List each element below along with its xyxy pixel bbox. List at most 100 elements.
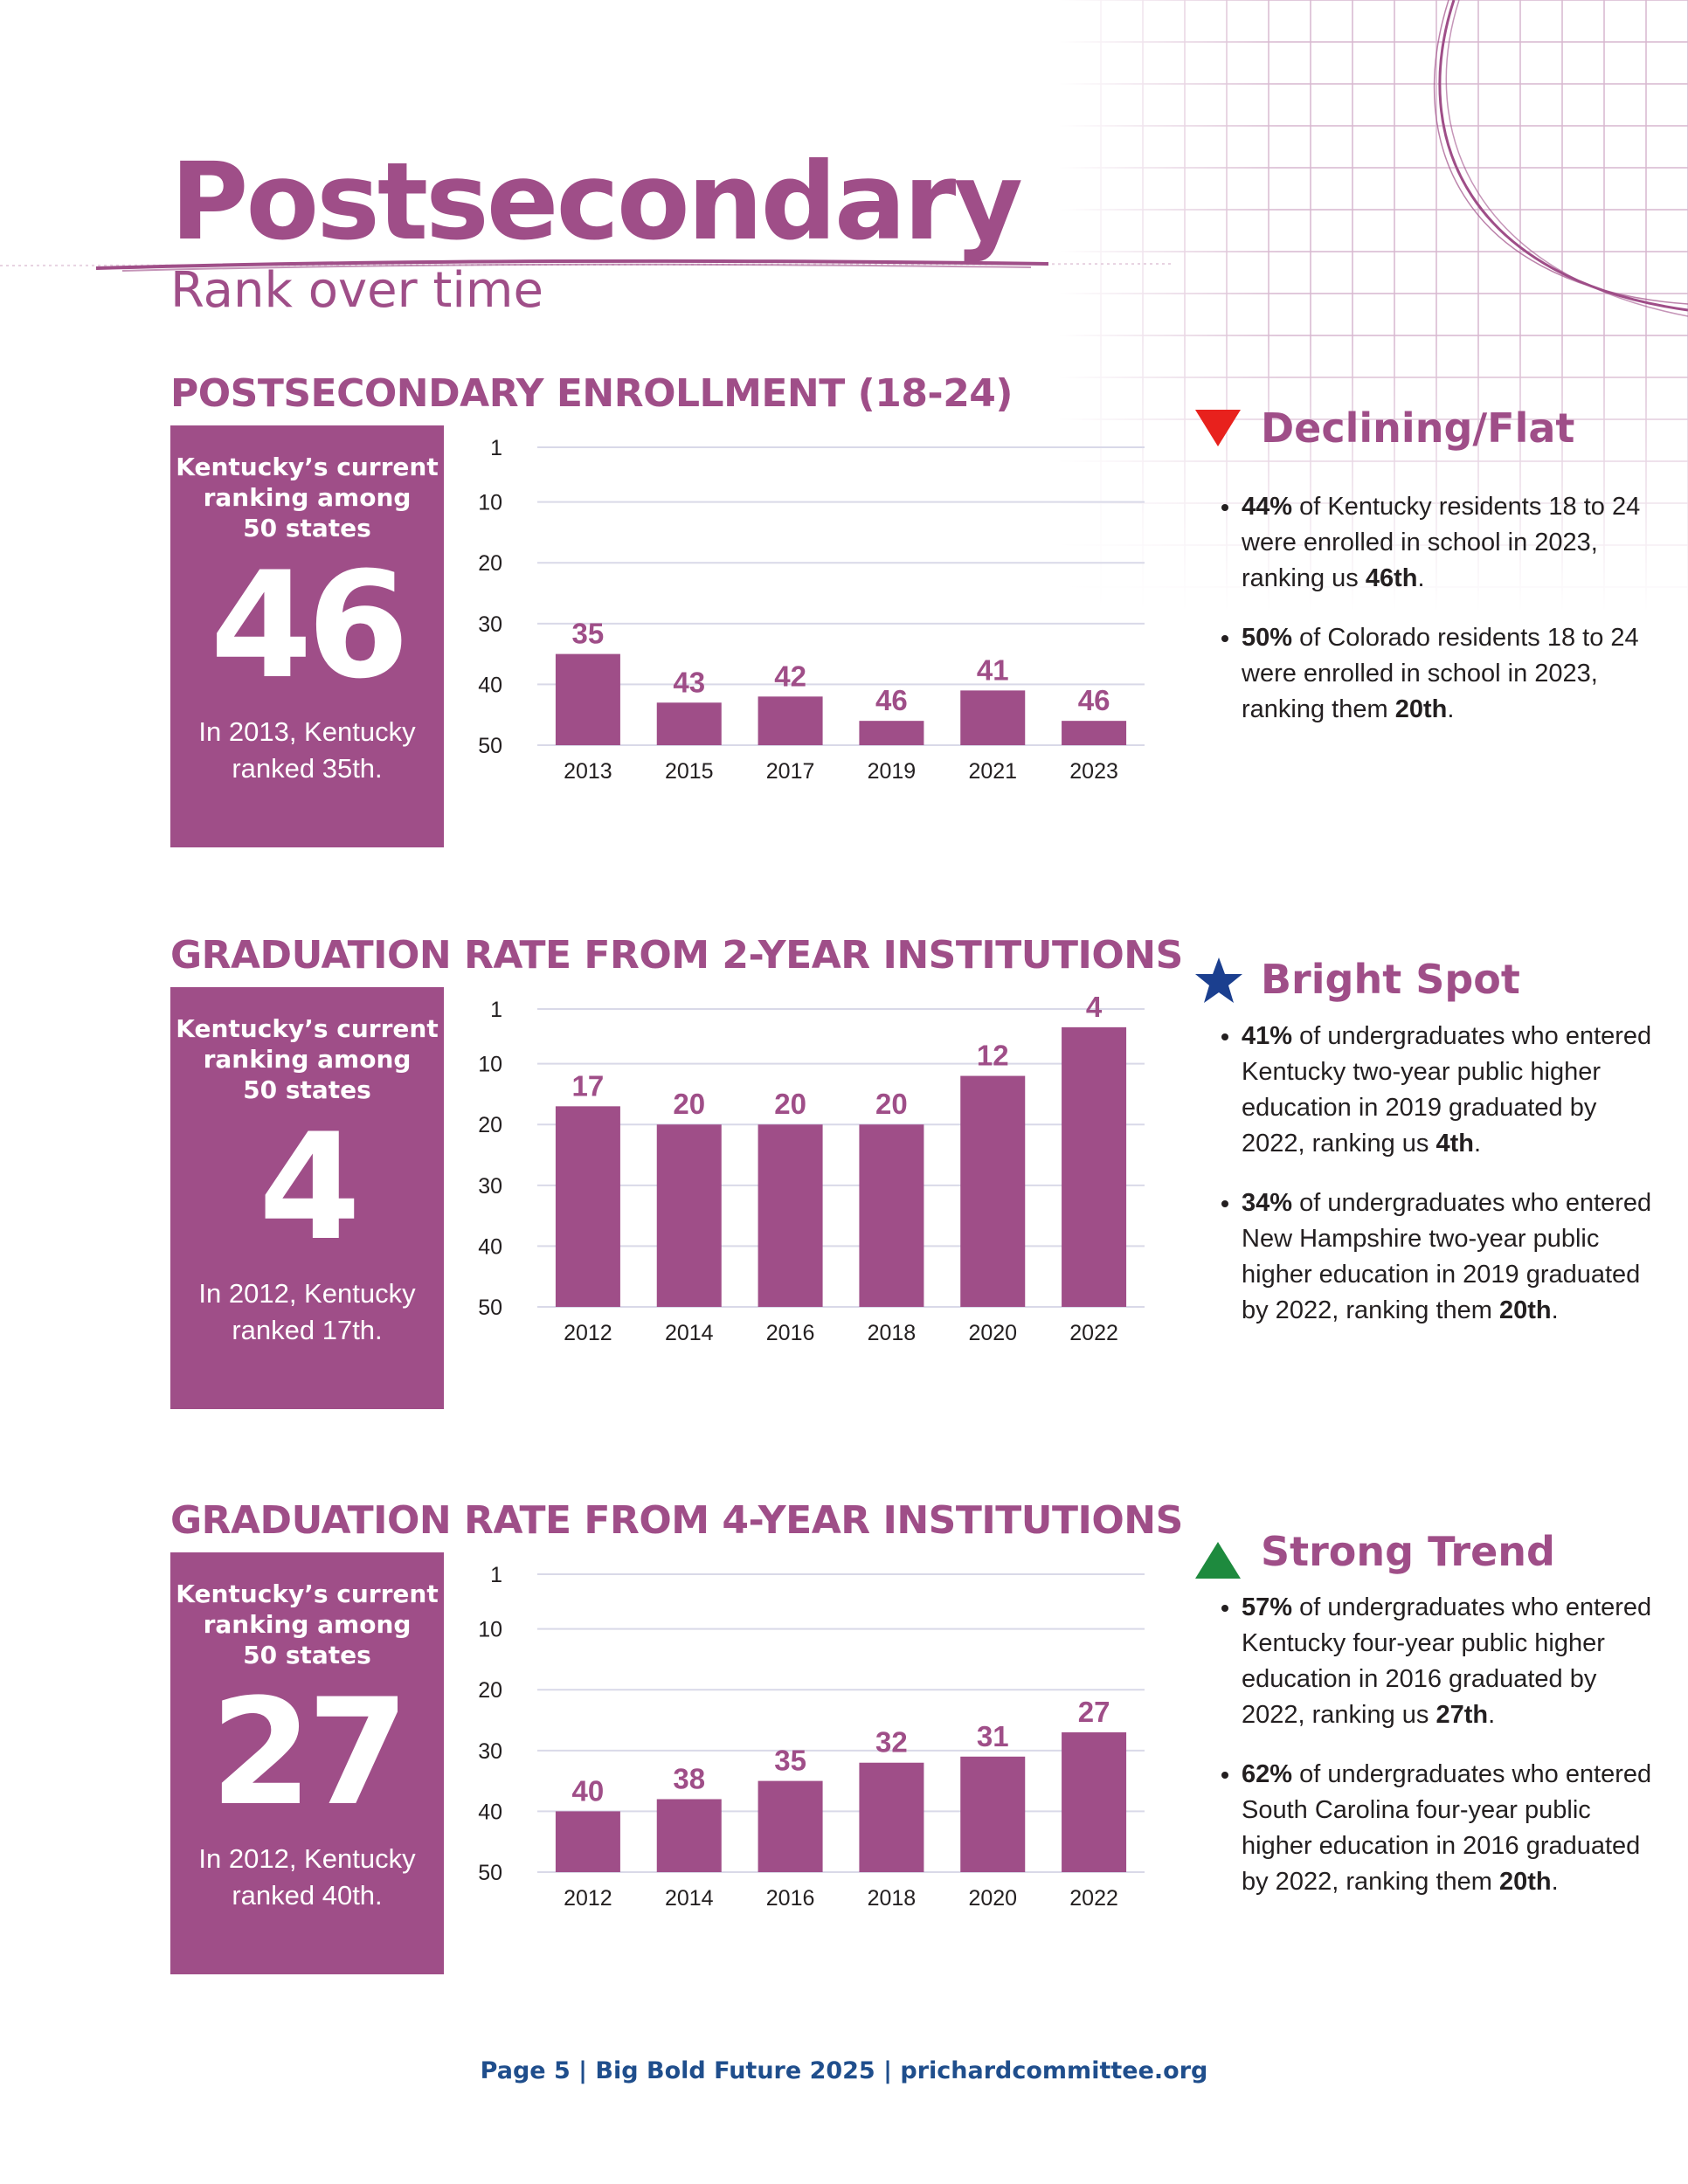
bar (656, 702, 722, 745)
section-heading: POSTSECONDARY ENROLLMENT (18-24) (170, 371, 1013, 416)
bar (758, 1780, 823, 1872)
bar (960, 1756, 1026, 1872)
bullet-bold-text: 20th (1499, 1296, 1552, 1324)
x-tick-label: 2020 (968, 1321, 1017, 1345)
y-tick-label: 40 (478, 673, 502, 697)
bar-chart-four-year: 1 10 20 30 40 50 40 2012 38 2014 35 2016 32 2018 31 202… (478, 1563, 1145, 1911)
x-tick-label: 2016 (766, 1886, 815, 1911)
x-tick-label: 2018 (868, 1886, 917, 1911)
y-tick-label: 50 (478, 1861, 502, 1885)
bullet-text: . (1551, 1296, 1559, 1324)
x-tick-label: 2022 (1069, 1886, 1118, 1911)
bar (555, 1106, 620, 1307)
data-label: 20 (875, 1088, 908, 1120)
section-heading: GRADUATION RATE FROM 2-YEAR INSTITUTIONS (170, 933, 1183, 978)
blue-star-icon (1195, 957, 1242, 1003)
bullet-bold-text: 27th (1435, 1701, 1489, 1729)
bar (1062, 721, 1127, 745)
bar (758, 696, 823, 745)
y-tick-label: 40 (478, 1800, 502, 1824)
bar (1062, 1731, 1127, 1872)
x-tick-label: 2021 (968, 759, 1017, 784)
y-tick-label: 30 (478, 1174, 502, 1199)
bullet-text: of undergraduates who entered Kentucky f… (1242, 1593, 1652, 1729)
bullet-text: of Kentucky residents 18 to 24 were enro… (1242, 493, 1641, 592)
bullet-bold-text: 20th (1394, 695, 1448, 723)
x-tick-label: 2023 (1069, 759, 1118, 784)
bullet-text: . (1551, 1868, 1559, 1896)
callout-title: Strong Trend (1261, 1528, 1555, 1575)
rank-card-label: Kentucky’s current ranking among 50 stat… (176, 453, 439, 543)
x-tick-label: 2018 (868, 1321, 917, 1345)
y-tick-label: 50 (478, 734, 502, 758)
callout-bullet-item: 41% of undergraduates who entered Kentuc… (1242, 1019, 1661, 1162)
bullet-bold-text: 62% (1242, 1760, 1293, 1788)
rank-card-note: In 2012, Kentucky ranked 17th. (198, 1278, 416, 1345)
x-tick-label: 2012 (564, 1321, 612, 1345)
data-label: 20 (774, 1088, 806, 1120)
bar (960, 1075, 1026, 1307)
callout-bullets: 57% of undergraduates who entered Kentuc… (1219, 1590, 1661, 1924)
data-label: 31 (977, 1720, 1009, 1752)
callout-title: Bright Spot (1261, 956, 1520, 1003)
data-label: 12 (977, 1040, 1009, 1072)
x-tick-label: 2019 (868, 759, 917, 784)
bar (555, 1811, 620, 1872)
y-tick-label: 10 (478, 1618, 502, 1642)
bullet-text: of undergraduates who entered New Hampsh… (1242, 1189, 1652, 1324)
data-label: 42 (774, 660, 806, 692)
page-subtitle: Rank over time (170, 262, 543, 319)
bullet-bold-text: 57% (1242, 1593, 1293, 1621)
callout-bullets: 44% of Kentucky residents 18 to 24 were … (1219, 489, 1661, 751)
decorative-grid-background (1059, 0, 1688, 612)
bar (656, 1124, 722, 1307)
y-tick-label: 1 (490, 436, 502, 460)
data-label: 35 (572, 618, 605, 650)
x-tick-label: 2014 (665, 1886, 714, 1911)
bar (555, 653, 620, 745)
page-footer: Page 5 | Big Bold Future 2025 | prichard… (480, 2057, 1208, 2084)
data-label: 43 (673, 666, 705, 698)
x-tick-label: 2014 (665, 1321, 714, 1345)
brush-underline (0, 259, 1171, 272)
red-down-triangle-icon (1195, 410, 1241, 446)
y-tick-label: 40 (478, 1234, 502, 1259)
section-heading: GRADUATION RATE FROM 4-YEAR INSTITUTIONS (170, 1498, 1183, 1543)
callout-bullets: 41% of undergraduates who entered Kentuc… (1219, 1019, 1661, 1352)
bullet-bold-text: 41% (1242, 1022, 1293, 1050)
rank-card-note: In 2012, Kentucky ranked 40th. (198, 1843, 416, 1911)
rank-card-number: 27 (210, 1667, 410, 1838)
x-tick-label: 2013 (564, 759, 612, 784)
callout-bullet-item: 34% of undergraduates who entered New Ha… (1242, 1185, 1661, 1329)
callout-title: Declining/Flat (1261, 404, 1575, 452)
page-title: Postsecondary (170, 140, 1023, 264)
bullet-bold-text: 34% (1242, 1189, 1293, 1217)
bullet-text: . (1488, 1701, 1496, 1729)
y-tick-label: 30 (478, 612, 502, 637)
rank-card: Kentucky’s current ranking among 50 stat… (170, 987, 444, 1409)
data-label: 20 (673, 1088, 705, 1120)
callout-bullet-item: 57% of undergraduates who entered Kentuc… (1242, 1590, 1661, 1733)
data-label: 38 (673, 1762, 705, 1794)
rank-card-note: In 2013, Kentucky ranked 35th. (198, 716, 416, 784)
data-label: 27 (1078, 1696, 1110, 1728)
green-up-triangle-icon (1195, 1542, 1241, 1579)
y-tick-label: 10 (478, 1053, 502, 1077)
y-tick-label: 20 (478, 1113, 502, 1137)
data-label: 35 (774, 1745, 806, 1777)
y-tick-label: 1 (490, 998, 502, 1022)
bar-chart-two-year: 1 10 20 30 40 50 17 2012 20 2014 20 2016 20 2018 12 202… (478, 991, 1145, 1345)
x-tick-label: 2012 (564, 1886, 612, 1911)
bar (656, 1799, 722, 1872)
rank-card-number: 4 (259, 1102, 361, 1273)
bullet-bold-text: 44% (1242, 493, 1293, 521)
callout-bullet-item: 44% of Kentucky residents 18 to 24 were … (1242, 489, 1661, 597)
y-tick-label: 20 (478, 1678, 502, 1703)
bullet-bold-text: 46th (1365, 564, 1418, 592)
callout-bullet-item: 62% of undergraduates who entered South … (1242, 1757, 1661, 1900)
rank-card: Kentucky’s current ranking among 50 stat… (170, 425, 444, 847)
bar (758, 1124, 823, 1307)
bar (859, 1124, 924, 1307)
bar-chart-enrollment: 1 10 20 30 40 50 35 2013 43 2015 42 2017 46 2019 41 202… (478, 436, 1145, 784)
data-label: 4 (1086, 991, 1103, 1023)
